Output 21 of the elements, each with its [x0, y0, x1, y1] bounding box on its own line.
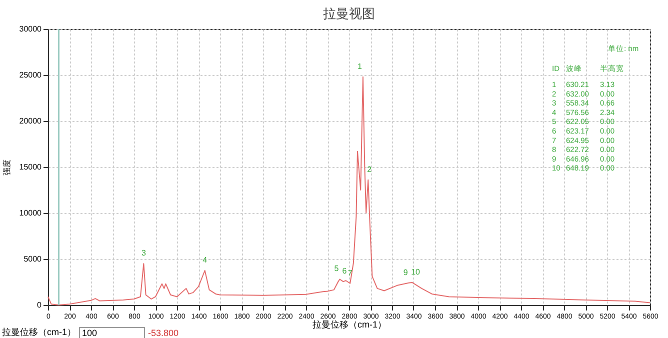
annotation: 6: [342, 266, 348, 276]
text: 拉曼位移（cm-1）: [2, 326, 76, 338]
annotation: 10: [411, 267, 421, 276]
chart-title: 拉曼视图: [323, 6, 375, 21]
annotation: 3: [141, 248, 146, 258]
annotation: 9: [403, 268, 408, 277]
y-axis-title: 强度: [2, 160, 12, 176]
y-tick-label: 5000: [24, 254, 42, 264]
y-tick-label: 15000: [19, 162, 42, 172]
x-axis-title: 拉曼位移（cm-1）: [312, 320, 386, 330]
annotation: 4: [202, 256, 208, 264]
y-tick-label: 10000: [19, 208, 42, 218]
y-tick-label: 30000: [19, 24, 42, 34]
annotation: 5: [334, 264, 340, 274]
text: -53.800: [148, 328, 179, 338]
y-tick-label: 25000: [19, 70, 42, 80]
annotation: 2: [367, 164, 372, 174]
annotation: 1: [358, 62, 363, 71]
y-tick-label: 20000: [19, 116, 42, 126]
y-tick-label: 0: [37, 300, 42, 310]
number-field: 100: [79, 326, 145, 338]
